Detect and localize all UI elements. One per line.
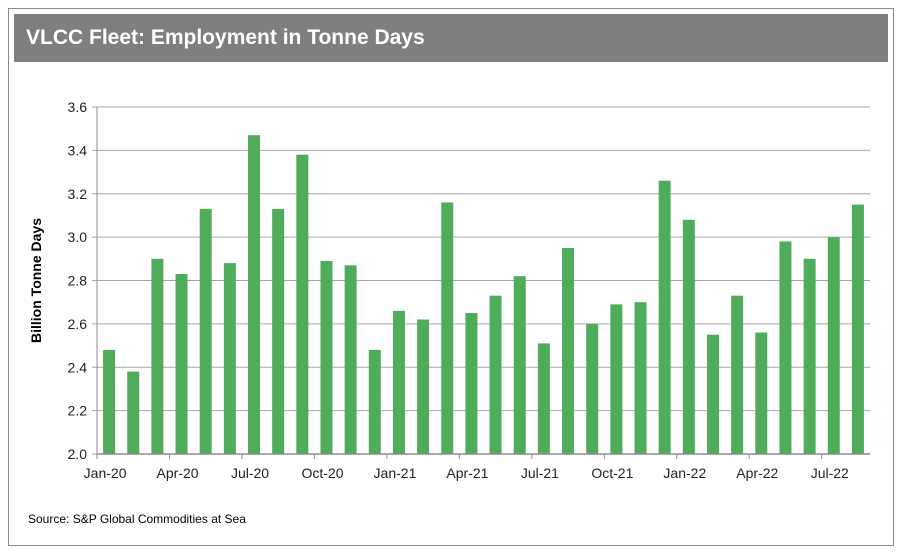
bar-Mar-21 [441,202,454,454]
y-tick-label: 2.6 [68,316,88,332]
y-tick-label: 3.6 [68,99,88,115]
bar-Jul-22 [827,237,840,454]
bar-Oct-21 [610,304,623,454]
y-tick-label: 2.8 [68,273,88,289]
bar-Dec-20 [368,349,381,454]
chart-title: VLCC Fleet: Employment in Tonne Days [14,14,888,62]
y-tick-label: 3.0 [68,229,88,245]
bar-Jun-20 [223,263,236,454]
x-tick-label: Jan-20 [84,465,127,481]
x-tick-label: Apr-22 [736,465,778,481]
bar-Aug-20 [272,208,285,454]
y-tick-label: 3.2 [68,186,88,202]
bar-May-21 [489,295,502,454]
bar-Nov-21 [634,302,647,454]
x-tick-label: Jan-21 [374,465,417,481]
y-tick-label: 2.0 [68,446,88,462]
bar-Jan-21 [392,310,405,454]
y-tick-label: 2.2 [68,403,88,419]
bar-Jul-21 [537,343,550,454]
bar-Apr-22 [755,332,768,454]
x-tick-label: Oct-20 [301,465,343,481]
bar-Jul-20 [248,135,261,454]
y-tick-label: 3.4 [68,142,88,158]
bar-Feb-20 [127,371,140,454]
x-tick-label: Jul-20 [231,465,269,481]
bar-Apr-20 [175,273,188,454]
x-tick-label: Apr-21 [446,465,488,481]
source-note: Source: S&P Global Commodities at Sea [28,512,246,526]
bar-Jan-22 [682,219,695,454]
bar-Jan-20 [103,349,116,454]
bar-Aug-21 [562,247,575,454]
bar-Oct-20 [320,260,333,454]
bar-Sep-20 [296,154,309,454]
bar-Jun-22 [803,258,816,454]
bar-Mar-20 [151,258,164,454]
y-tick-label: 2.4 [68,359,88,375]
bar-Nov-20 [344,265,357,454]
bar-Dec-21 [658,180,671,455]
bar-May-22 [779,241,792,454]
x-tick-label: Jan-22 [663,465,706,481]
y-axis-label: Billion Tonne Days [28,218,44,343]
bar-May-20 [199,208,212,454]
bar-Mar-22 [731,295,744,454]
x-tick-label: Apr-20 [157,465,199,481]
bar-Aug-22 [851,204,864,454]
bar-Feb-21 [417,319,430,454]
bar-Feb-22 [706,334,719,454]
x-tick-label: Oct-21 [591,465,633,481]
bar-Sep-21 [586,323,599,454]
x-tick-label: Jul-22 [811,465,849,481]
x-tick-label: Jul-21 [521,465,559,481]
bar-Jun-21 [513,276,526,454]
bar-Apr-21 [465,313,478,454]
